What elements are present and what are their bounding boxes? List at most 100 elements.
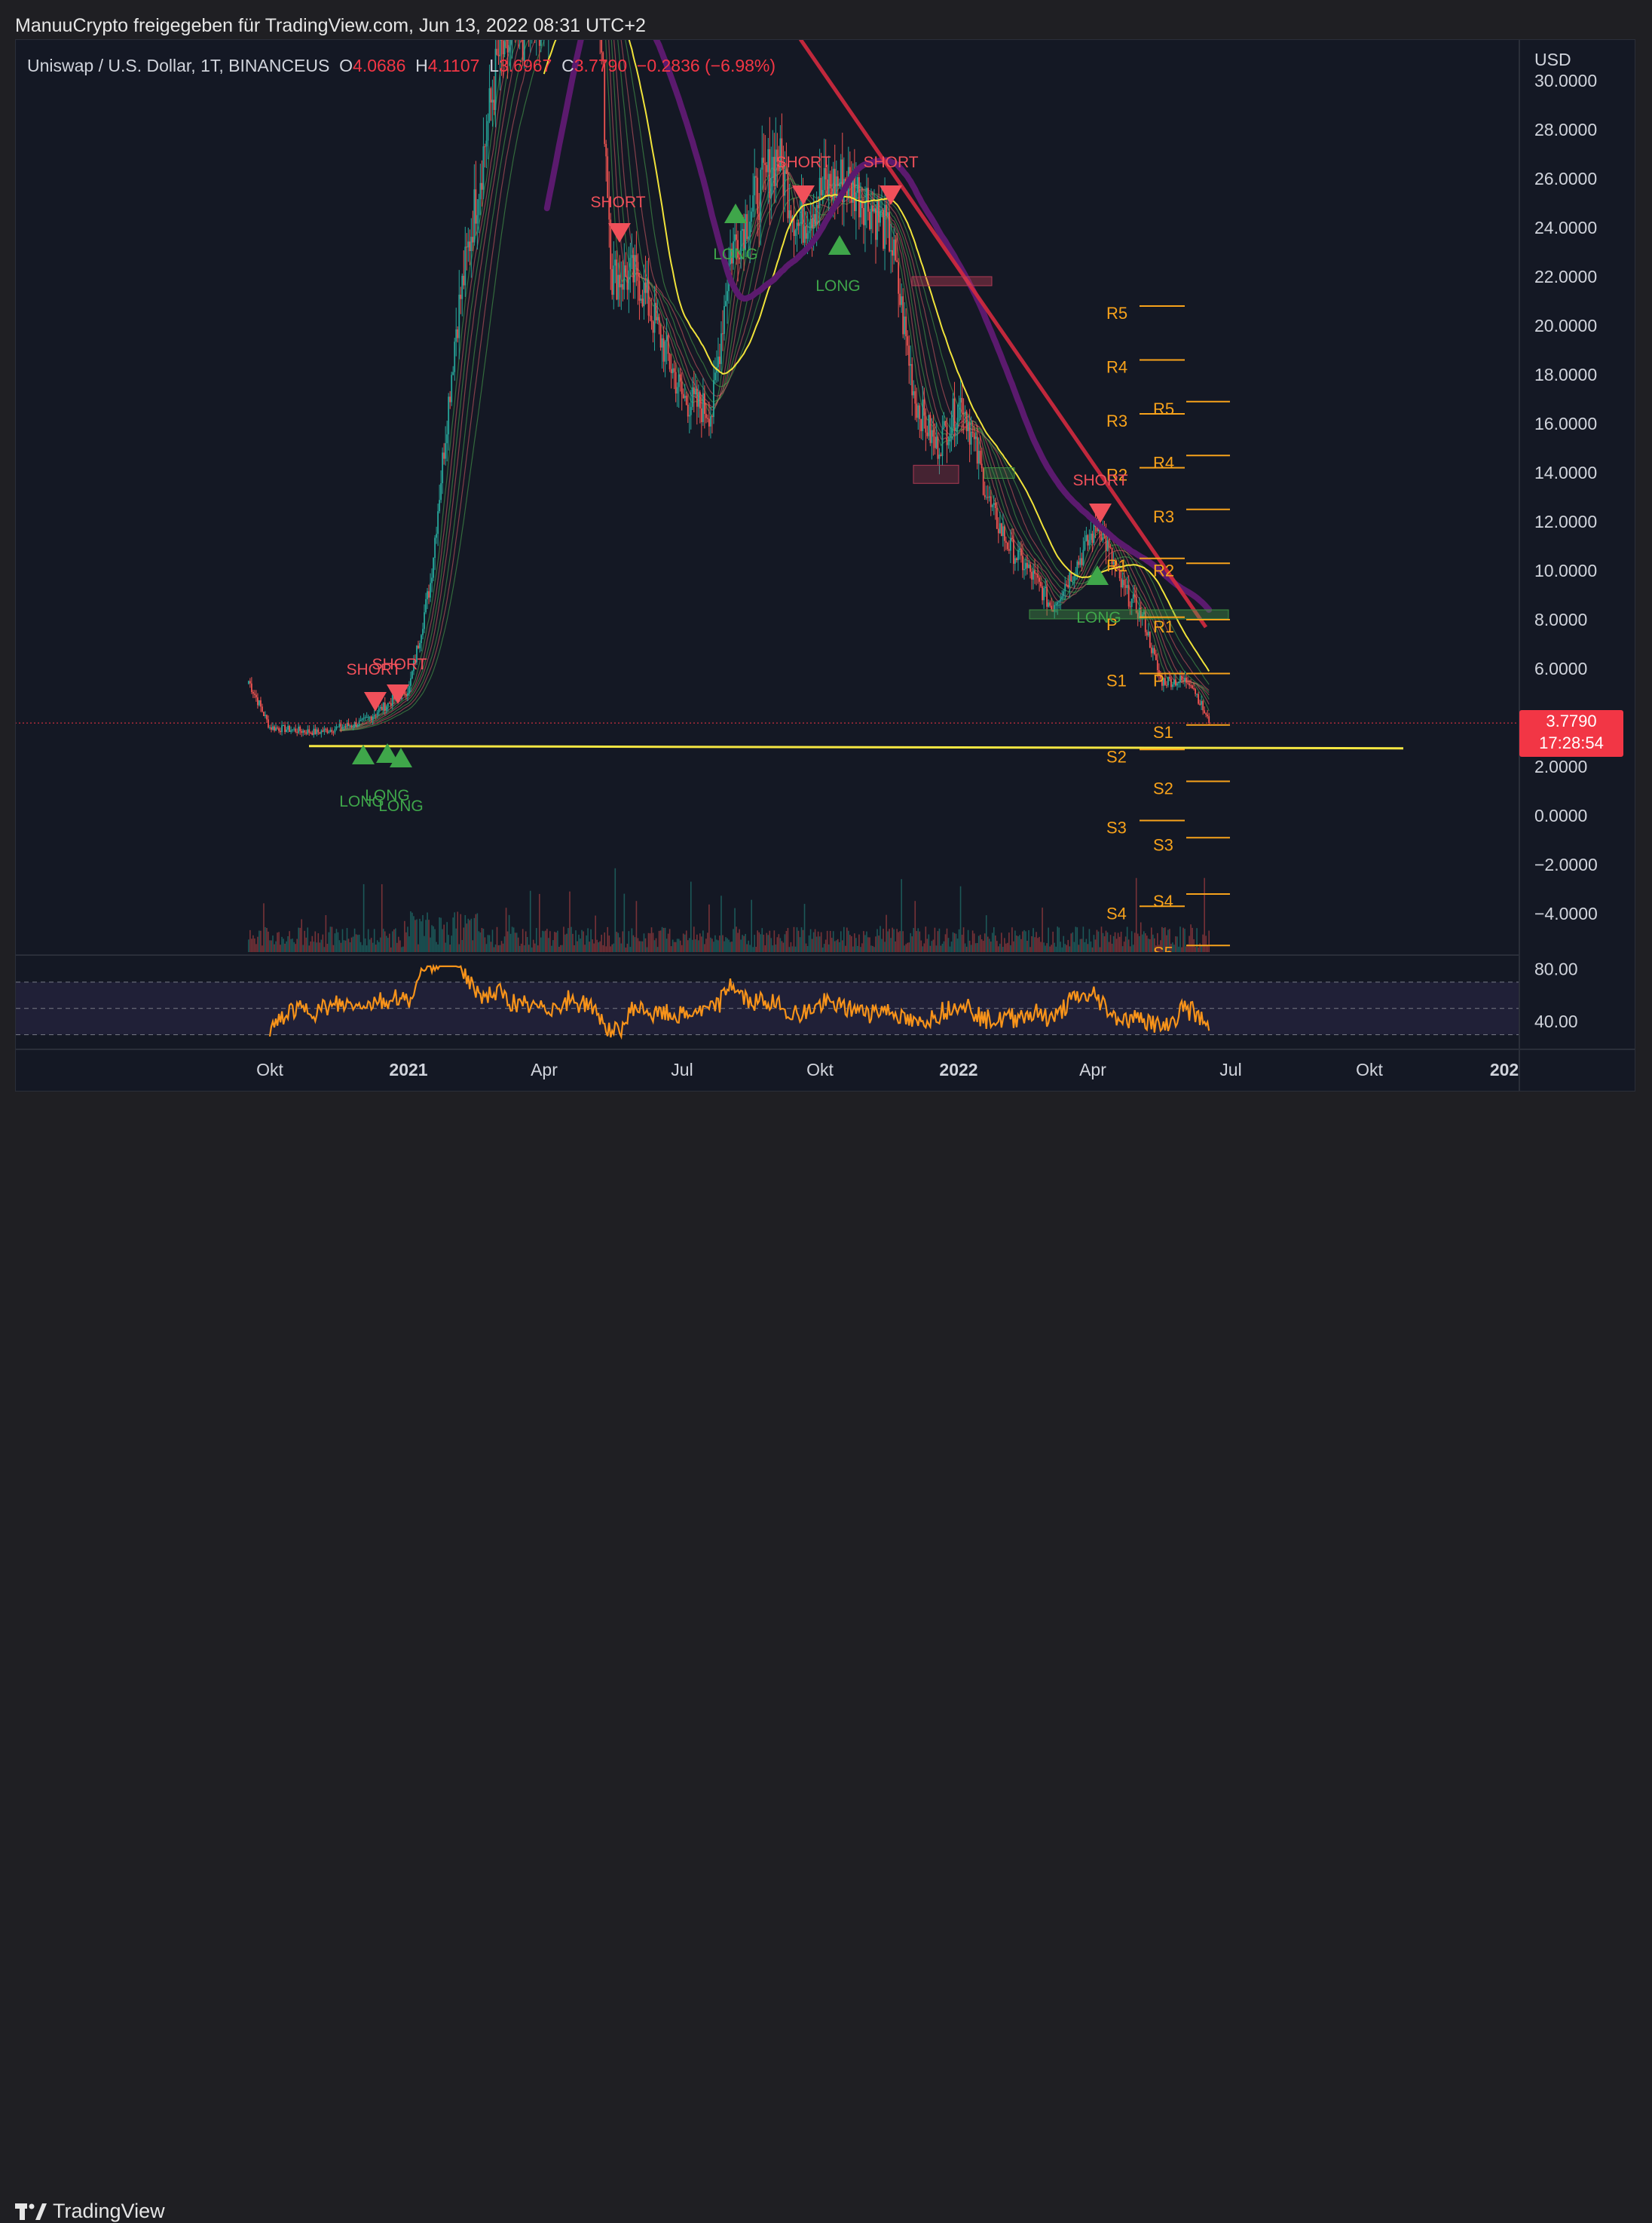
candle-body <box>1039 577 1040 582</box>
volume-bar <box>557 930 558 952</box>
candle-body <box>1187 682 1189 684</box>
volume-bar <box>337 932 339 952</box>
volume-bar <box>266 927 268 952</box>
candle-body <box>831 188 833 200</box>
volume-bar <box>782 942 785 952</box>
volume-bar <box>649 933 651 952</box>
candle-body <box>778 161 780 172</box>
candle-body <box>644 282 647 293</box>
volume-bar <box>399 940 401 952</box>
candle-body <box>722 333 724 335</box>
volume-bar <box>917 928 919 952</box>
candle-body <box>311 733 314 736</box>
volume-bar <box>622 931 624 952</box>
volume-bar <box>566 933 567 952</box>
volume-bar <box>704 944 705 952</box>
volume-bar <box>614 868 616 952</box>
candle-body <box>821 190 824 196</box>
volume-bar <box>788 947 791 952</box>
volume-bar <box>601 935 602 952</box>
volume-bar <box>668 929 671 952</box>
volume-bar <box>1129 946 1131 952</box>
long-signal-label: LONG <box>365 787 410 804</box>
volume-bar <box>1001 932 1002 952</box>
candle-body <box>443 452 445 459</box>
volume-bar <box>425 920 427 952</box>
candle-body <box>952 398 954 427</box>
candle-body <box>1013 539 1014 564</box>
candle-body <box>779 138 782 172</box>
candle-body <box>1066 584 1068 586</box>
volume-bar <box>652 932 654 952</box>
candle-body <box>959 397 962 403</box>
candle-body <box>469 241 471 252</box>
volume-bar <box>611 944 613 952</box>
candle-body <box>703 393 705 415</box>
candle-body <box>997 528 999 534</box>
volume-bar <box>662 927 665 952</box>
candle-body <box>549 0 551 14</box>
volume-bar <box>323 947 326 952</box>
candle-body <box>687 404 689 417</box>
candle-body <box>255 694 257 698</box>
candle-body <box>944 421 947 426</box>
chart-canvas[interactable]: R5 R4 R3 R2 R1 P S1 S2 S3 S4 R5 R4 R3 R2 R1 P S1 S2 S3 S4 S5… <box>0 0 1652 1143</box>
volume-bar <box>427 912 428 952</box>
candle-body <box>372 716 374 721</box>
volume-bar <box>793 926 795 952</box>
trend-line <box>798 40 1208 629</box>
volume-bar <box>961 934 963 952</box>
candle-body <box>1207 714 1209 717</box>
volume-bar <box>422 914 424 952</box>
candle-body <box>513 11 515 22</box>
volume-bar <box>560 945 561 952</box>
candle-body <box>890 250 892 252</box>
candle-body <box>289 725 291 732</box>
volume-bar <box>731 942 733 952</box>
symbol-legend[interactable]: Uniswap / U.S. Dollar, 1T, BINANCEUS O4.… <box>27 56 776 76</box>
candle-body <box>661 338 663 348</box>
candle-body <box>1167 677 1169 686</box>
volume-bar <box>564 934 566 952</box>
candle-body <box>1109 547 1112 548</box>
volume-bar <box>277 932 278 952</box>
volume-bar <box>691 939 693 952</box>
volume-bar <box>452 917 454 952</box>
volume-bar <box>1020 938 1022 952</box>
volume-bar <box>1143 931 1145 952</box>
candle-body <box>887 212 889 216</box>
candle-body <box>1140 607 1142 620</box>
candle-body <box>855 192 857 212</box>
volume-bar <box>428 920 430 952</box>
candle-body <box>531 2 533 5</box>
support-line <box>308 745 1404 750</box>
volume-bar <box>1187 944 1189 952</box>
volume-bar <box>643 933 645 952</box>
volume-bar <box>305 937 307 952</box>
volume-bar <box>410 911 411 952</box>
top-bar: ManuuCrypto freigegeben für TradingView.… <box>0 0 1652 39</box>
candle-body <box>1064 584 1066 592</box>
volume-bar <box>319 942 321 952</box>
volume-bar <box>449 945 451 952</box>
volume-bar <box>1208 930 1210 952</box>
volume-bar <box>797 930 800 952</box>
candle-body <box>1121 580 1124 588</box>
candle-body <box>542 13 543 21</box>
tradingview-logo[interactable]: TradingView <box>15 2200 165 2223</box>
candle-body <box>1088 540 1091 546</box>
volume-bar <box>812 932 815 952</box>
price-tick-label: −2.0000 <box>1534 855 1598 874</box>
candle-body <box>1025 562 1026 569</box>
candle-body <box>491 100 494 103</box>
volume-bar <box>387 938 389 952</box>
candle-body <box>980 464 983 469</box>
candle-body <box>1022 556 1023 571</box>
candle-body <box>440 482 442 501</box>
candle-body <box>316 729 318 734</box>
volume-bar <box>571 926 572 952</box>
candle-body <box>787 173 789 219</box>
candle-body <box>675 372 677 394</box>
volume-bar <box>546 929 548 952</box>
volume-bar <box>1120 931 1122 952</box>
